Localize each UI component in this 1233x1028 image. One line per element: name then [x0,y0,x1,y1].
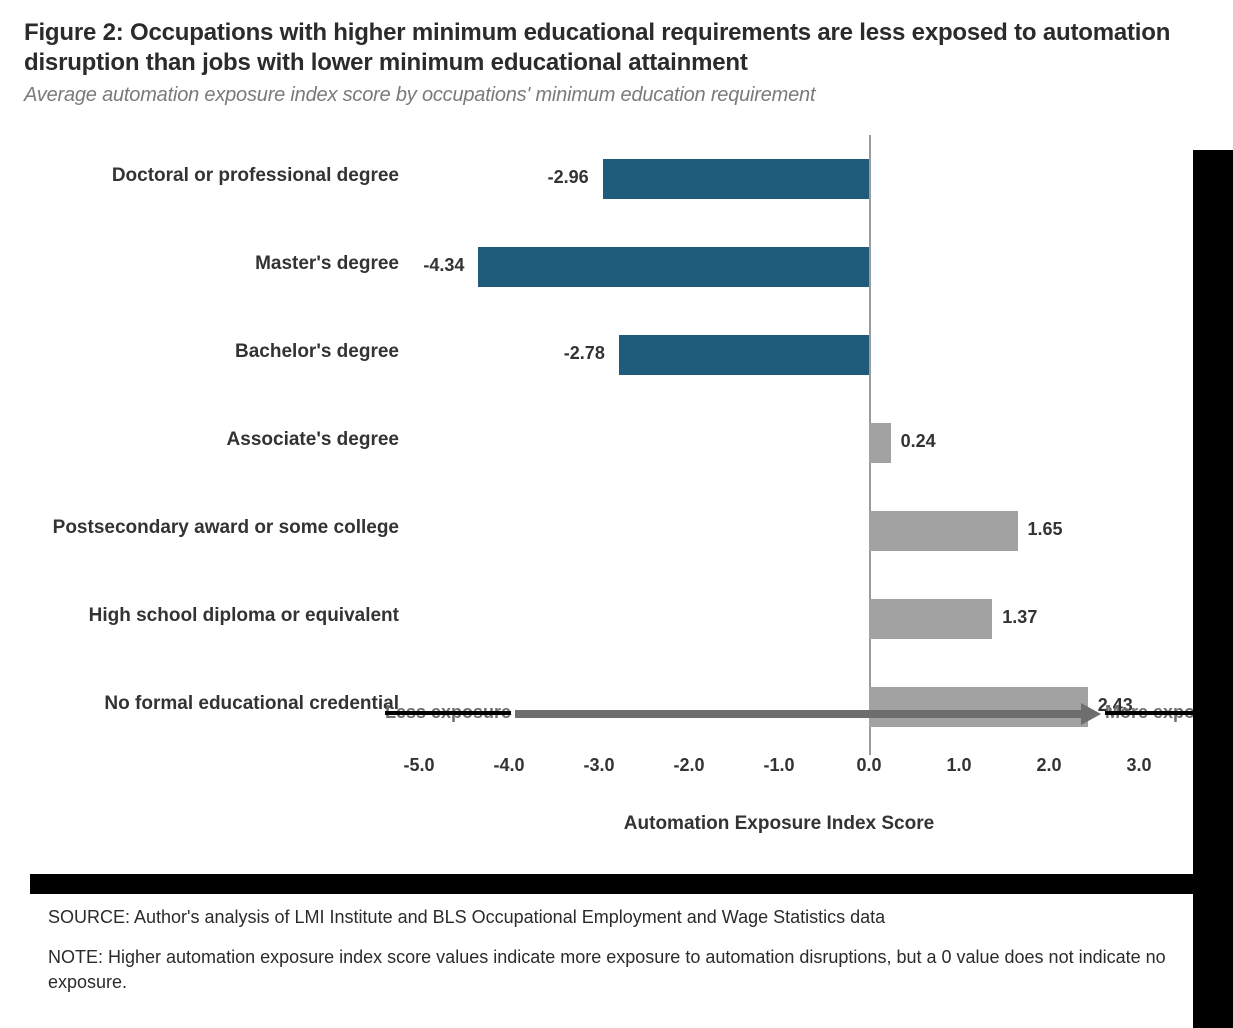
x-tick-label: -2.0 [673,755,704,776]
figure-subtitle: Average automation exposure index score … [24,84,1209,107]
bar-value-label: -4.34 [423,255,464,276]
x-tick-label: 0.0 [856,755,881,776]
x-axis-label: Automation Exposure Index Score [419,813,1139,835]
decorative-black-right [1193,150,1233,1028]
bar-row: 0.24 [419,419,1139,467]
category-label: Postsecondary award or some college [24,517,399,539]
x-tick-label: 3.0 [1126,755,1151,776]
x-tick-label: -3.0 [583,755,614,776]
bar-row: -4.34 [419,243,1139,291]
bar-value-label: 1.65 [1028,519,1063,540]
arrow-left-label: Less exposure [385,702,511,723]
x-tick-label: -4.0 [493,755,524,776]
bar-row: -2.78 [419,331,1139,379]
note-text: NOTE: Higher automation exposure index s… [48,945,1173,994]
source-text: SOURCE: Author's analysis of LMI Institu… [48,905,1173,929]
bar [869,511,1018,551]
category-label: Associate's degree [24,429,399,451]
exposure-direction-indicator: Less exposure More exposure [395,700,1173,726]
x-tick-label: 2.0 [1036,755,1061,776]
figure-container: Figure 2: Occupations with higher minimu… [0,0,1233,835]
bar-value-label: -2.78 [564,343,605,364]
category-label: Master's degree [24,253,399,275]
bar-value-label: -2.96 [548,167,589,188]
x-tick-label: -5.0 [403,755,434,776]
x-tick-label: 1.0 [946,755,971,776]
x-tick-label: -1.0 [763,755,794,776]
plot-area: -2.96-4.34-2.780.241.651.372.43 [419,135,1139,755]
bar [869,599,992,639]
bar [603,159,869,199]
bar-value-label: 1.37 [1002,607,1037,628]
bar-row: 1.37 [419,595,1139,643]
category-label: High school diploma or equivalent [24,605,399,627]
decorative-black-bottom [30,874,1193,894]
bar [478,247,869,287]
category-label: Doctoral or professional degree [24,165,399,187]
bar-row: -2.96 [419,155,1139,203]
arrow-bar [515,710,1083,718]
category-label: No formal educational credential [24,693,399,715]
bar-value-label: 0.24 [901,431,936,452]
bar-row: 1.65 [419,507,1139,555]
category-label: Bachelor's degree [24,341,399,363]
figure-title: Figure 2: Occupations with higher minimu… [24,18,1209,78]
chart-area: Doctoral or professional degree Master's … [24,135,1209,835]
bar [869,423,891,463]
figure-footer: SOURCE: Author's analysis of LMI Institu… [48,905,1173,994]
x-axis: -5.0-4.0-3.0-2.0-1.00.01.02.03.0 [419,755,1139,807]
bar [619,335,869,375]
category-labels: Doctoral or professional degree Master's … [24,135,419,755]
arrow-head-icon [1081,703,1101,725]
